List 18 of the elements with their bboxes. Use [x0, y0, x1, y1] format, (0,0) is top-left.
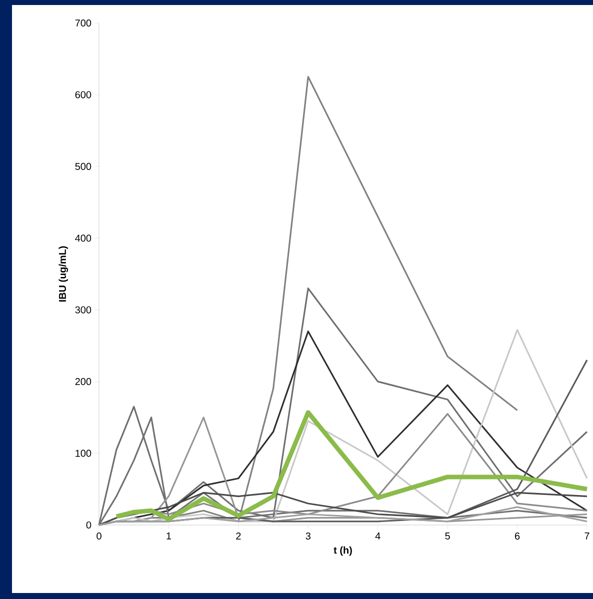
y-tick-label: 200 [75, 378, 92, 386]
x-tick-label: 0 [96, 532, 102, 540]
y-tick-label: 600 [75, 91, 92, 98]
x-tick-label: 2 [236, 532, 241, 540]
x-tick-label: 5 [445, 532, 450, 540]
y-tick-label: 500 [75, 162, 92, 170]
x-tick-label: 4 [375, 532, 380, 540]
x-tick-label: 6 [514, 532, 520, 540]
y-tick-label: 700 [75, 19, 92, 27]
x-tick-label: 3 [306, 532, 310, 540]
x-tick-label: 1 [166, 532, 171, 540]
x-tick-label: 7 [584, 532, 590, 540]
y-axis-title: IBU (ug/mL) [58, 246, 68, 302]
y-tick-label: 400 [75, 234, 92, 242]
y-tick-label: 0 [86, 521, 92, 529]
y-tick-label: 100 [76, 450, 92, 457]
y-tick-label: 300 [75, 306, 92, 314]
x-axis-title: t (h) [334, 546, 352, 556]
